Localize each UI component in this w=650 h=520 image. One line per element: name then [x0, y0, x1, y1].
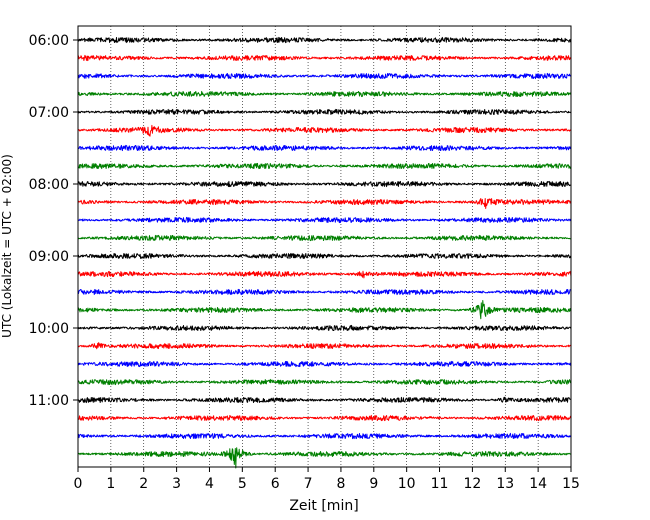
- x-tick-label: 5: [238, 476, 247, 492]
- trace-layer: [77, 36, 572, 469]
- x-tick-label: 8: [336, 476, 345, 492]
- trace-1030: [77, 360, 572, 368]
- x-tick-label: 12: [463, 476, 481, 492]
- trace-0915: [77, 270, 572, 279]
- x-tick-label: 3: [172, 476, 181, 492]
- trace-0600: [77, 36, 572, 44]
- y-tick-label: 10:00: [29, 321, 69, 337]
- x-tick-label: 15: [562, 476, 580, 492]
- x-axis-title: Zeit [min]: [289, 498, 358, 514]
- x-tick-label: 4: [205, 476, 214, 492]
- x-tick-label: 10: [398, 476, 416, 492]
- trace-0900: [77, 252, 572, 259]
- y-tick-label: 09:00: [29, 249, 69, 265]
- trace-0800: [77, 180, 572, 188]
- trace-0745: [77, 162, 572, 170]
- trace-0715: [77, 124, 572, 137]
- trace-0700: [77, 108, 572, 115]
- x-tick-label: 14: [529, 476, 547, 492]
- trace-0815: [77, 198, 572, 209]
- y-tick-label: 08:00: [29, 177, 69, 193]
- y-tick-label: 11:00: [29, 393, 69, 409]
- x-tick-label: 11: [431, 476, 449, 492]
- trace-0630: [78, 72, 572, 80]
- trace-0730: [77, 144, 572, 152]
- trace-0830: [77, 216, 572, 224]
- trace-1000: [77, 324, 572, 331]
- y-tick-label: 07:00: [29, 105, 69, 121]
- trace-1115: [77, 414, 572, 422]
- x-tick-label: 6: [271, 476, 280, 492]
- y-tick-label: 06:00: [29, 33, 69, 49]
- trace-1130: [77, 432, 572, 440]
- trace-0615: [77, 54, 572, 62]
- y-axis-title: UTC (Lokalzeit = UTC + 02:00): [0, 154, 14, 338]
- trace-1015: [77, 342, 572, 350]
- x-tick-label: 13: [496, 476, 514, 492]
- trace-0845: [77, 234, 572, 242]
- x-tick-label: 9: [369, 476, 378, 492]
- trace-0930: [77, 288, 572, 296]
- x-tick-label: 0: [74, 476, 83, 492]
- trace-0645: [77, 90, 572, 98]
- x-tick-label: 7: [304, 476, 313, 492]
- y-ticks: 06:00 07:00 08:00 09:00 10:00 11:00: [29, 33, 78, 409]
- x-tick-label: 2: [139, 476, 148, 492]
- trace-1045: [77, 378, 572, 386]
- trace-1100: [77, 396, 572, 404]
- trace-1145: [77, 447, 572, 469]
- x-tick-label: 1: [106, 476, 115, 492]
- x-ticks: 0 1 2 3 4 5 6 7 8 9 10 11 12 13 14 15: [74, 467, 580, 492]
- trace-0945: [77, 300, 572, 320]
- plot-frame: [77, 25, 572, 468]
